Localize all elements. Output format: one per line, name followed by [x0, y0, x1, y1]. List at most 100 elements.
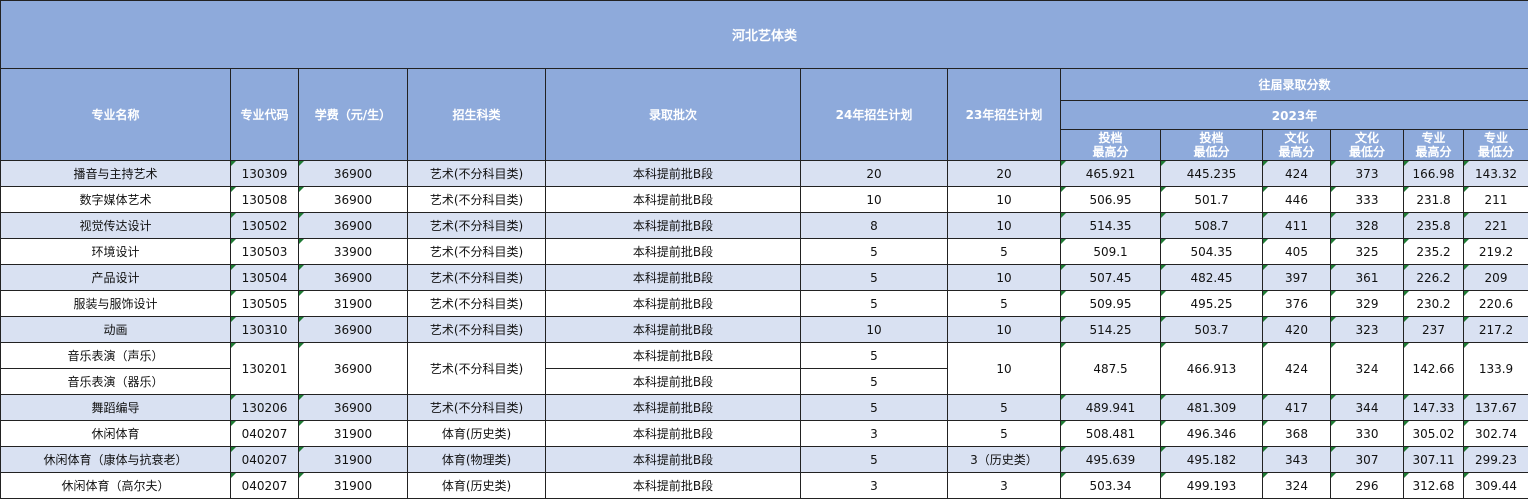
admission-batch: 本科提前批B段 [545, 186, 801, 213]
category: 艺术(不分科目类) [407, 394, 546, 421]
major-code: 130504 [230, 264, 299, 291]
category: 艺术(不分科目类) [407, 160, 546, 187]
plan-2024: 3 [800, 472, 948, 499]
plan-2024: 20 [800, 160, 948, 187]
major-name: 休闲体育 [0, 420, 231, 447]
score-4: 235.8 [1403, 212, 1464, 239]
score-4: 147.33 [1403, 394, 1464, 421]
plan-2023: 20 [947, 160, 1061, 187]
score-2: 368 [1262, 420, 1331, 447]
score-0: 509.95 [1060, 290, 1161, 317]
admission-batch: 本科提前批B段 [545, 264, 801, 291]
score-5: 217.2 [1463, 316, 1528, 343]
score-1: 481.309 [1160, 394, 1263, 421]
score-2: 446 [1262, 186, 1331, 213]
score-3: 344 [1330, 394, 1404, 421]
category: 艺术(不分科目类) [407, 316, 546, 343]
tuition-fee: 36900 [298, 264, 408, 291]
major-name: 舞蹈编导 [0, 394, 231, 421]
tuition-fee: 36900 [298, 160, 408, 187]
plan-2023: 5 [947, 238, 1061, 265]
score-0: 489.941 [1060, 394, 1161, 421]
header-fee: 学费（元/生） [298, 68, 408, 161]
category: 体育(历史类) [407, 420, 546, 447]
table-row: 播音与主持艺术 130309 36900 艺术(不分科目类) 本科提前批B段 20 20 46… [0, 160, 1528, 187]
header-score-1: 投档 最低分 [1160, 129, 1263, 161]
score-3: 333 [1330, 186, 1404, 213]
major-name: 休闲体育（康体与抗衰老） [0, 446, 231, 473]
score-3: 325 [1330, 238, 1404, 265]
header-name: 专业名称 [0, 68, 231, 161]
major-name: 产品设计 [0, 264, 231, 291]
score-4: 166.98 [1403, 160, 1464, 187]
header-category: 招生科类 [407, 68, 546, 161]
score-0: 487.5 [1060, 342, 1161, 395]
table-row: 休闲体育 040207 31900 体育(历史类) 本科提前批B段 3 5 508.481 49… [0, 420, 1528, 447]
major-code: 130206 [230, 394, 299, 421]
score-5: 133.9 [1463, 342, 1528, 395]
score-1: 466.913 [1160, 342, 1263, 395]
table-row: 休闲体育（康体与抗衰老） 040207 31900 体育(物理类) 本科提前批B段 5 3（… [0, 446, 1528, 473]
header-score-4: 专业 最高分 [1403, 129, 1464, 161]
score-5: 143.32 [1463, 160, 1528, 187]
major-name: 服装与服饰设计 [0, 290, 231, 317]
plan-2024: 5 [800, 290, 948, 317]
major-code: 040207 [230, 472, 299, 499]
category: 体育(历史类) [407, 472, 546, 499]
category: 艺术(不分科目类) [407, 290, 546, 317]
plan-2024: 3 [800, 420, 948, 447]
major-code: 130505 [230, 290, 299, 317]
score-0: 514.35 [1060, 212, 1161, 239]
score-0: 503.34 [1060, 472, 1161, 499]
score-5: 211 [1463, 186, 1528, 213]
tuition-fee: 31900 [298, 420, 408, 447]
major-code: 130309 [230, 160, 299, 187]
score-0: 465.921 [1060, 160, 1161, 187]
admission-batch: 本科提前批B段 [545, 342, 801, 369]
score-0: 509.1 [1060, 238, 1161, 265]
major-name: 视觉传达设计 [0, 212, 231, 239]
score-4: 312.68 [1403, 472, 1464, 499]
plan-2024: 8 [800, 212, 948, 239]
score-2: 343 [1262, 446, 1331, 473]
score-1: 508.7 [1160, 212, 1263, 239]
score-4: 237 [1403, 316, 1464, 343]
score-3: 373 [1330, 160, 1404, 187]
score-4: 235.2 [1403, 238, 1464, 265]
header-score-5: 专业 最低分 [1463, 129, 1528, 161]
score-3: 328 [1330, 212, 1404, 239]
score-4: 305.02 [1403, 420, 1464, 447]
score-1: 503.7 [1160, 316, 1263, 343]
score-1: 504.35 [1160, 238, 1263, 265]
table-row: 休闲体育（高尔夫） 040207 31900 体育(历史类) 本科提前批B段 3 3 503.… [0, 472, 1528, 499]
major-name: 休闲体育（高尔夫） [0, 472, 231, 499]
plan-2024: 5 [800, 238, 948, 265]
plan-2023: 10 [947, 264, 1061, 291]
category: 艺术(不分科目类) [407, 264, 546, 291]
plan-2023: 3 [947, 472, 1061, 499]
score-2: 397 [1262, 264, 1331, 291]
header-plan23: 23年招生计划 [947, 68, 1061, 161]
category: 艺术(不分科目类) [407, 186, 546, 213]
plan-2023: 10 [947, 212, 1061, 239]
tuition-fee: 31900 [298, 290, 408, 317]
score-2: 405 [1262, 238, 1331, 265]
table-row: 数字媒体艺术 130508 36900 艺术(不分科目类) 本科提前批B段 10 10 506… [0, 186, 1528, 213]
admission-batch: 本科提前批B段 [545, 212, 801, 239]
table-row: 音乐表演（器乐） 本科提前批B段 5 [0, 368, 1528, 395]
score-5: 299.23 [1463, 446, 1528, 473]
major-code: 040207 [230, 420, 299, 447]
score-0: 495.639 [1060, 446, 1161, 473]
score-0: 508.481 [1060, 420, 1161, 447]
score-4: 142.66 [1403, 342, 1464, 395]
tuition-fee: 36900 [298, 212, 408, 239]
score-4: 231.8 [1403, 186, 1464, 213]
plan-2024: 5 [800, 446, 948, 473]
admission-batch: 本科提前批B段 [545, 316, 801, 343]
category: 艺术(不分科目类) [407, 212, 546, 239]
major-code: 130502 [230, 212, 299, 239]
score-1: 496.346 [1160, 420, 1263, 447]
tuition-fee: 31900 [298, 472, 408, 499]
admission-batch: 本科提前批B段 [545, 472, 801, 499]
admission-batch: 本科提前批B段 [545, 446, 801, 473]
